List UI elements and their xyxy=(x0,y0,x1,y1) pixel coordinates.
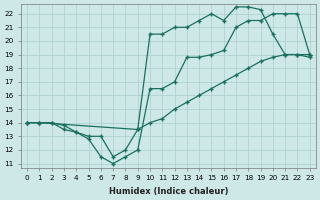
X-axis label: Humidex (Indice chaleur): Humidex (Indice chaleur) xyxy=(109,187,228,196)
